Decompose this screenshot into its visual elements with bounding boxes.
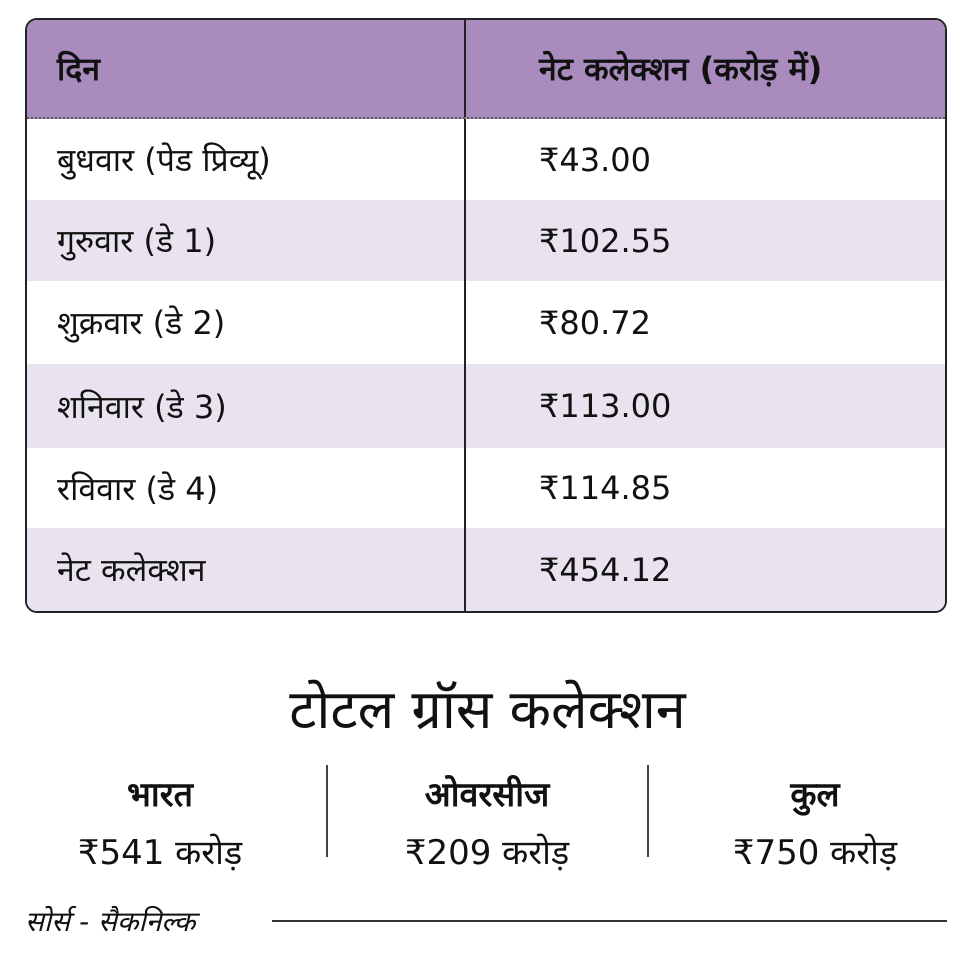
cell: ₹454.12 xyxy=(539,550,672,589)
header-cell: दिन xyxy=(57,50,101,88)
gross-label: ओवरसीज xyxy=(424,775,550,815)
table-row: दिन नेट कलेक्शन (करोड़ में) xyxy=(27,20,945,119)
divider xyxy=(647,765,649,857)
column-divider xyxy=(464,448,466,528)
header-cell: नेट कलेक्शन (करोड़ में) xyxy=(539,50,823,88)
gross-item: भारत ₹541 करोड़ xyxy=(0,770,320,874)
cell: ₹113.00 xyxy=(539,387,672,425)
column-divider xyxy=(464,200,466,281)
cell: ₹43.00 xyxy=(539,140,651,179)
gross-value: ₹541 करोड़ xyxy=(77,833,243,873)
divider xyxy=(326,765,328,857)
table-row: नेट कलेक्शन ₹454.12 xyxy=(27,528,945,611)
cell: शुक्रवार (डे 2) xyxy=(57,304,226,342)
gross-title: टोटल ग्रॉस कलेक्शन xyxy=(289,678,686,741)
table-row: शनिवार (डे 3) ₹113.00 xyxy=(27,364,945,448)
column-divider xyxy=(464,20,466,117)
table-row: रविवार (डे 4) ₹114.85 xyxy=(27,448,945,528)
cell: ₹80.72 xyxy=(539,303,651,342)
column-divider xyxy=(464,119,466,200)
column-divider xyxy=(464,281,466,364)
gross-value: ₹750 करोड़ xyxy=(732,833,898,873)
cell: बुधवार (पेड प्रिव्यू) xyxy=(57,141,271,179)
source-line xyxy=(272,920,947,922)
table-row: गुरुवार (डे 1) ₹102.55 xyxy=(27,200,945,281)
gross-label: भारत xyxy=(127,775,193,815)
cell: ₹102.55 xyxy=(539,221,672,260)
column-divider xyxy=(464,364,466,448)
cell: रविवार (डे 4) xyxy=(57,469,219,508)
gross-value: ₹209 करोड़ xyxy=(404,833,570,873)
table: दिन नेट कलेक्शन (करोड़ में) बुधवार (पेड प्… xyxy=(25,18,947,613)
gross-item: कुल ₹750 करोड़ xyxy=(655,770,975,874)
cell: गुरुवार (डे 1) xyxy=(57,222,217,260)
table-row: बुधवार (पेड प्रिव्यू) ₹43.00 xyxy=(27,119,945,200)
table-row: शुक्रवार (डे 2) ₹80.72 xyxy=(27,281,945,364)
cell: ₹114.85 xyxy=(539,469,672,507)
cell: शनिवार (डे 3) xyxy=(57,387,227,426)
gross-item: ओवरसीज ₹209 करोड़ xyxy=(327,770,647,874)
cell: नेट कलेक्शन xyxy=(57,551,206,589)
column-divider xyxy=(464,528,466,611)
gross-label: कुल xyxy=(790,775,840,815)
source: सोर्स - सैकनिल्क xyxy=(25,905,196,938)
